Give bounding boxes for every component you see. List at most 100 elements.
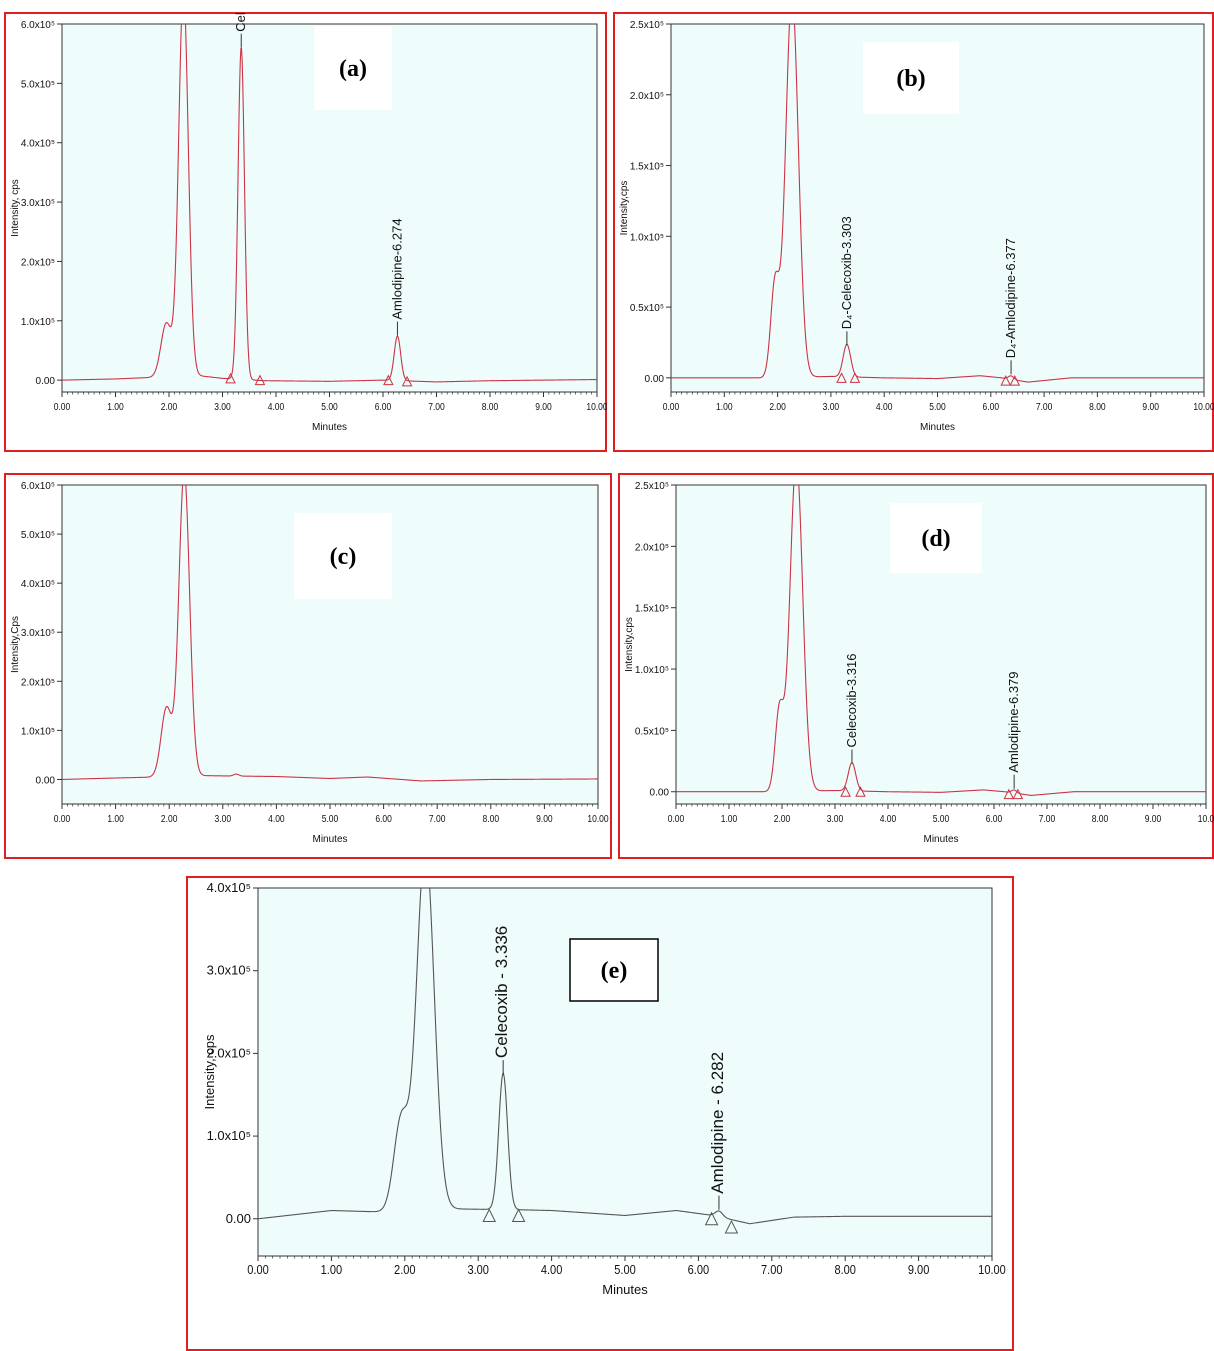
y-tick-label: 1.0x10⁵ (635, 665, 669, 676)
y-tick-label: 1.5x10⁵ (630, 162, 664, 173)
x-tick-label: 8.00 (483, 813, 500, 824)
x-tick-label: 4.00 (876, 401, 893, 412)
x-tick-label: 0.00 (668, 813, 685, 824)
x-tick-label: 3.00 (215, 813, 232, 824)
x-tick-label: 8.00 (834, 1262, 856, 1277)
integration-marker (254, 374, 266, 386)
x-tick-label: 7.00 (1036, 401, 1053, 412)
y-tick-label: 4.0x10⁵ (21, 139, 55, 150)
x-tick-label: 9.00 (536, 813, 553, 824)
chart-c-svg: (c) 0.00 1.00 2.00 3.00 4.00 5.00 6.00 7.00 8.00 9… (4, 473, 612, 859)
integration-marker (836, 372, 847, 383)
panel-label-box (890, 503, 982, 573)
y-tick-label: 2.0x10⁵ (21, 677, 55, 688)
x-tick-label: 1.00 (107, 813, 124, 824)
x-tick-label: 2.00 (774, 813, 791, 824)
x-tick-label: 2.00 (161, 813, 178, 824)
x-tick-label: 6.00 (375, 401, 392, 412)
chart-d-svg: (d) 0.00 1.00 2.00 3.00 4.00 5.00 6.00 7.00 8.00 9… (618, 473, 1214, 859)
y-tick-label: 2.5x10⁵ (635, 481, 669, 492)
panel-label-box (294, 513, 392, 599)
x-tick-label: 10.00 (587, 813, 608, 824)
y-tick-label: 0.5x10⁵ (630, 303, 664, 314)
x-tick-label: 0.00 (247, 1262, 269, 1277)
chromatogram-trace (62, 485, 598, 782)
x-tick-label: 3.00 (827, 813, 844, 824)
y-tick-label: 4.0x10⁵ (207, 880, 251, 895)
x-tick-label: 4.00 (268, 401, 285, 412)
y-tick-label: 1.0x10⁵ (21, 726, 55, 737)
y-tick-label: 4.0x10⁵ (21, 579, 55, 590)
x-tick-label: 7.00 (761, 1262, 783, 1277)
y-tick-label: 1.0x10⁵ (630, 232, 664, 243)
chart-b-svg: (b) 0.00 1.00 2.00 3.00 4.00 5.00 6.00 7.00 8.00 9… (613, 12, 1214, 452)
x-axis-label: Minutes (602, 1282, 648, 1297)
integration-marker (1000, 375, 1012, 386)
integration-marker (511, 1208, 526, 1222)
y-tick-label: 0.00 (36, 376, 56, 387)
y-tick-label: 2.0x10⁵ (207, 1045, 251, 1060)
chromatogram-trace (62, 24, 597, 383)
x-tick-label: 4.00 (541, 1262, 563, 1277)
y-tick-label: 3.0x10⁵ (207, 963, 251, 978)
chromatogram-trace (258, 888, 992, 1225)
integration-marker (724, 1219, 739, 1234)
chromatogram-trace (671, 24, 1204, 383)
y-tick-label: 5.0x10⁵ (21, 79, 55, 90)
panel-label: (e) (601, 958, 628, 984)
chart-a-svg: (a) 0.00 1.00 2.00 3.00 4.00 5.00 6.00 7.00 8.00 9… (4, 12, 607, 452)
panel-label: (b) (896, 66, 925, 92)
y-axis-label: Intensity, cps (10, 179, 21, 237)
chromatogram-panel-e: (e) 0.00 1.00 2.00 3.00 4.00 5.00 6.00 7.00 8.00 9… (186, 876, 1014, 1351)
x-axis-label: Minutes (312, 834, 347, 845)
x-tick-label: 6.00 (983, 401, 1000, 412)
y-tick-label: 2.0x10⁵ (630, 91, 664, 102)
integration-marker (1012, 788, 1024, 800)
peak-label: D₄-Celecoxib-3.303 (839, 216, 854, 329)
x-tick-label: 9.00 (535, 401, 552, 412)
x-tick-label: 8.00 (482, 401, 499, 412)
x-tick-label: 10.00 (586, 401, 607, 412)
y-tick-label: 3.0x10⁵ (21, 628, 55, 639)
chromatogram-panel-b: (b) 0.00 1.00 2.00 3.00 4.00 5.00 6.00 7.00 8.00 9… (613, 12, 1214, 452)
peak-label: Amlodipine-6.274 (389, 218, 404, 319)
x-axis-label: Minutes (920, 422, 955, 433)
x-tick-label: 6.00 (986, 813, 1003, 824)
x-tick-label: 3.00 (823, 401, 840, 412)
x-tick-label: 6.00 (375, 813, 392, 824)
x-tick-label: 9.00 (1142, 401, 1159, 412)
integration-marker (383, 374, 394, 386)
y-tick-label: 3.0x10⁵ (21, 198, 55, 209)
y-tick-label: 6.0x10⁵ (21, 481, 55, 492)
x-tick-label: 1.00 (321, 1262, 343, 1277)
x-tick-label: 5.00 (321, 401, 338, 412)
x-tick-label: 5.00 (933, 813, 950, 824)
chromatogram-panel-a: (a) 0.00 1.00 2.00 3.00 4.00 5.00 6.00 7.00 8.00 9… (4, 12, 607, 452)
x-tick-label: 9.00 (1145, 813, 1162, 824)
integration-marker (401, 375, 413, 387)
y-axis-label: Intensity,cps (619, 181, 630, 236)
x-tick-label: 1.00 (716, 401, 733, 412)
y-tick-label: 0.00 (36, 775, 56, 786)
panel-label-box (314, 26, 392, 110)
panel-label-box (569, 938, 659, 1002)
y-tick-label: 0.00 (650, 788, 670, 799)
x-tick-label: 7.00 (429, 813, 446, 824)
x-tick-label: 4.00 (268, 813, 285, 824)
y-tick-label: 0.00 (226, 1211, 251, 1226)
x-tick-label: 7.00 (1039, 813, 1056, 824)
y-axis-label: Intensity,cps (624, 617, 635, 672)
y-tick-label: 5.0x10⁵ (21, 530, 55, 541)
x-tick-label: 8.00 (1092, 813, 1109, 824)
peak-label: Celecoxib - 3.336 (492, 926, 511, 1058)
y-tick-label: 2.0x10⁵ (21, 257, 55, 268)
peak-label: D₄-Amlodipine-6.377 (1003, 238, 1018, 358)
x-tick-label: 2.00 (394, 1262, 416, 1277)
integration-marker (482, 1208, 497, 1222)
x-tick-label: 10.00 (1193, 401, 1214, 412)
y-tick-label: 2.0x10⁵ (635, 542, 669, 553)
x-tick-label: 3.00 (214, 401, 231, 412)
y-tick-label: 2.5x10⁵ (630, 20, 664, 31)
chromatogram-panel-d: (d) 0.00 1.00 2.00 3.00 4.00 5.00 6.00 7.00 8.00 9… (618, 473, 1214, 859)
chart-e-svg: (e) 0.00 1.00 2.00 3.00 4.00 5.00 6.00 7.00 8.00 9… (186, 876, 1014, 1351)
